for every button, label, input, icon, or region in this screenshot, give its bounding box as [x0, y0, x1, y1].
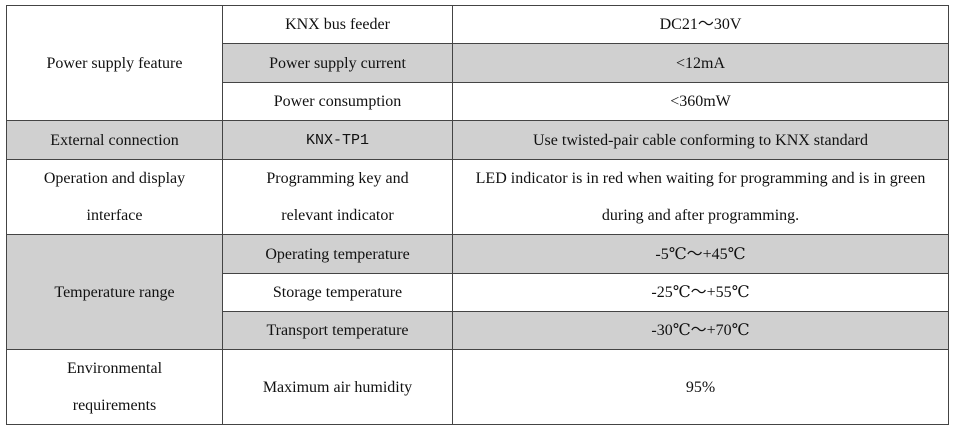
item-cell: Power consumption: [222, 82, 453, 121]
value-cell: LED indicator is in red when waiting for…: [452, 159, 949, 235]
group-cell: Power supply feature: [6, 5, 223, 121]
value-cell: -30℃～+70℃: [452, 311, 949, 350]
item-cell: Power supply current: [222, 43, 453, 83]
row: Power consumption <360mW: [7, 82, 949, 121]
value-cell: <360mW: [452, 82, 949, 121]
group-cell: Operation and display interface: [6, 159, 223, 235]
group-cell: External connection: [6, 120, 223, 160]
row: External connection KNX-TP1 Use twisted-…: [6, 120, 949, 160]
row: Environmental requirements Maximum air h…: [6, 349, 949, 425]
value-cell: <12mA: [452, 43, 949, 83]
value-cell: -25℃～+55℃: [452, 273, 949, 312]
row: Temperature range Operating temperature …: [6, 234, 949, 350]
spec-table: Power supply feature KNX bus feeder DC21…: [6, 5, 949, 425]
item-cell: Transport temperature: [222, 311, 453, 350]
item-cell: Maximum air humidity: [222, 349, 453, 425]
row: Operation and display interface Programm…: [6, 159, 949, 235]
value-cell: Use twisted-pair cable conforming to KNX…: [452, 120, 949, 160]
group-cell: Temperature range: [6, 234, 223, 350]
item-cell: Operating temperature: [222, 234, 453, 274]
item-cell: Programming key and relevant indicator: [222, 159, 453, 235]
value-cell: -5℃～+45℃: [452, 234, 949, 274]
item-cell: KNX-TP1: [222, 120, 453, 160]
item-cell: KNX bus feeder: [222, 5, 453, 44]
row: Storage temperature -25℃～+55℃: [7, 273, 949, 312]
value-cell: DC21～30V: [452, 5, 949, 44]
item-cell: Storage temperature: [222, 273, 453, 312]
row: Transport temperature -30℃～+70℃: [7, 311, 949, 350]
row: Power supply current <12mA: [7, 43, 949, 83]
value-cell: 95%: [452, 349, 949, 425]
row: Power supply feature KNX bus feeder DC21…: [6, 5, 949, 121]
group-cell: Environmental requirements: [6, 349, 223, 425]
